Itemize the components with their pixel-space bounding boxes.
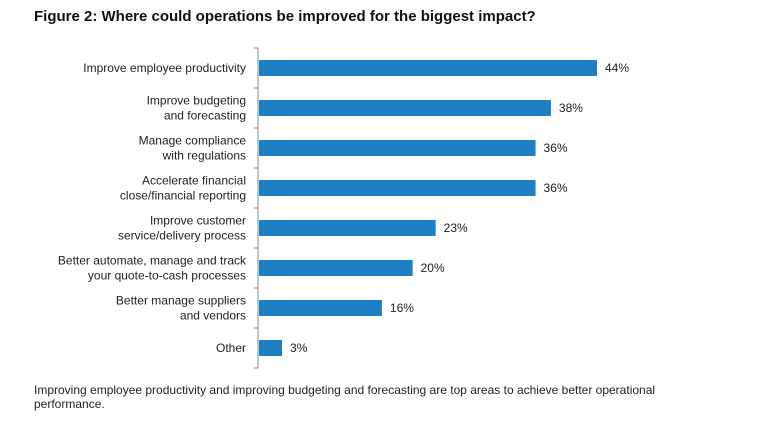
chart-caption: Improving employee productivity and impr… (34, 383, 656, 411)
category-label: and forecasting (164, 109, 246, 123)
category-label: your quote-to-cash processes (88, 269, 246, 283)
value-label: 16% (390, 301, 414, 315)
value-label: 38% (559, 101, 583, 115)
bar (259, 100, 551, 116)
category-label: Manage compliance (139, 134, 247, 148)
value-label: 44% (605, 61, 629, 75)
category-label: Improve budgeting (147, 94, 246, 108)
category-label: and vendors (180, 309, 246, 323)
value-label: 3% (290, 341, 308, 355)
bar (259, 140, 536, 156)
bar-chart: 44% Improve employee productivity 38% Impro… (58, 47, 629, 369)
bar (259, 260, 413, 276)
bar (259, 60, 597, 76)
category-label: close/financial reporting (120, 189, 246, 203)
category-label: Better automate, manage and track (58, 254, 247, 268)
category-label: Better manage suppliers (116, 294, 246, 308)
chart-title: Figure 2: Where could operations be impr… (34, 8, 536, 25)
category-label: Improve employee productivity (83, 61, 246, 75)
bar (259, 340, 283, 356)
value-label: 20% (421, 261, 445, 275)
bar (259, 180, 536, 196)
value-label: 36% (544, 181, 568, 195)
category-label: Other (216, 341, 246, 355)
bar (259, 220, 436, 236)
value-label: 36% (544, 141, 568, 155)
category-label: with regulations (162, 149, 246, 163)
category-label: service/delivery process (118, 229, 246, 243)
category-label: Accelerate financial (142, 174, 246, 188)
bar (259, 300, 382, 316)
value-label: 23% (444, 221, 468, 235)
category-label: Improve customer (150, 214, 246, 228)
